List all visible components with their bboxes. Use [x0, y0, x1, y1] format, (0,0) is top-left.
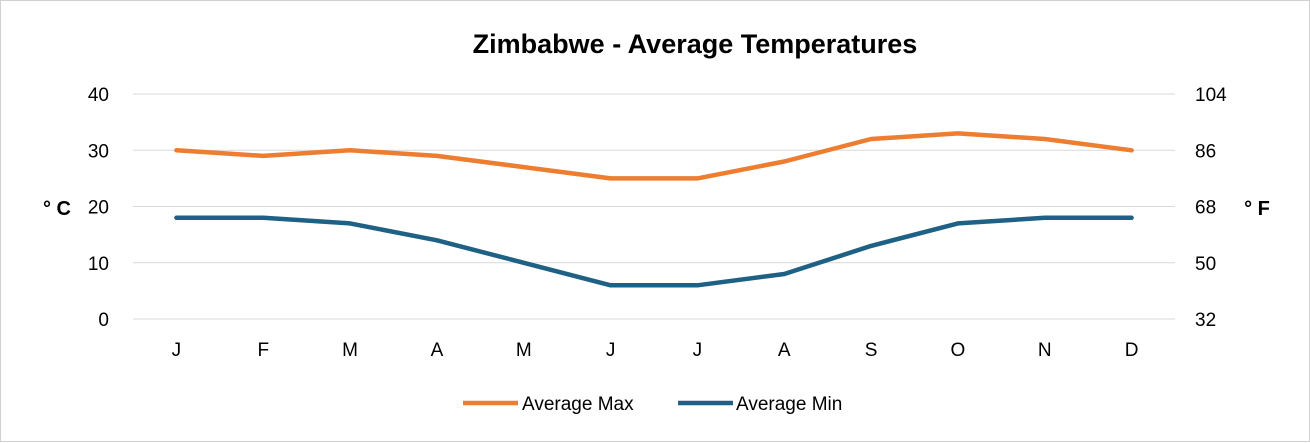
y-tick-label-left: 40 [88, 85, 109, 106]
chart-title: Zimbabwe - Average Temperatures [473, 29, 918, 59]
x-tick-label: F [257, 340, 269, 361]
x-tick-label: A [778, 340, 791, 361]
x-tick-label: M [516, 340, 532, 361]
y-tick-label-right: 104 [1195, 85, 1227, 106]
y-tick-label-right: 68 [1195, 198, 1216, 219]
x-tick-label: J [172, 340, 182, 361]
y-tick-label-right: 50 [1195, 254, 1216, 275]
y-tick-label-right: 32 [1195, 310, 1216, 331]
left-axis-ticks: 0 10 20 30 40 [88, 85, 109, 331]
x-tick-label: J [606, 340, 616, 361]
series-line-average-min [174, 215, 1134, 288]
x-tick-label: J [693, 340, 703, 361]
y-tick-label-right: 86 [1195, 141, 1216, 162]
x-tick-label: A [431, 340, 444, 361]
legend-label: Average Min [736, 394, 842, 415]
legend: Average Max Average Min [463, 394, 842, 415]
gridlines [133, 93, 1175, 320]
right-axis-ticks: 32 50 68 86 104 [1195, 85, 1227, 331]
y-axis-title-left: ° C [43, 198, 71, 220]
x-tick-label: O [951, 340, 966, 361]
series-line-average-max [174, 131, 1134, 181]
y-tick-label-left: 10 [88, 254, 109, 275]
x-tick-label: D [1125, 340, 1139, 361]
y-axis-title-right: ° F [1244, 198, 1270, 220]
series-lines [174, 131, 1134, 288]
legend-label: Average Max [522, 394, 634, 415]
y-tick-label-left: 0 [98, 310, 109, 331]
y-tick-label-left: 20 [88, 198, 109, 219]
y-tick-label-left: 30 [88, 141, 109, 162]
x-tick-label: N [1038, 340, 1052, 361]
x-tick-label: S [865, 340, 878, 361]
x-tick-label: M [342, 340, 358, 361]
